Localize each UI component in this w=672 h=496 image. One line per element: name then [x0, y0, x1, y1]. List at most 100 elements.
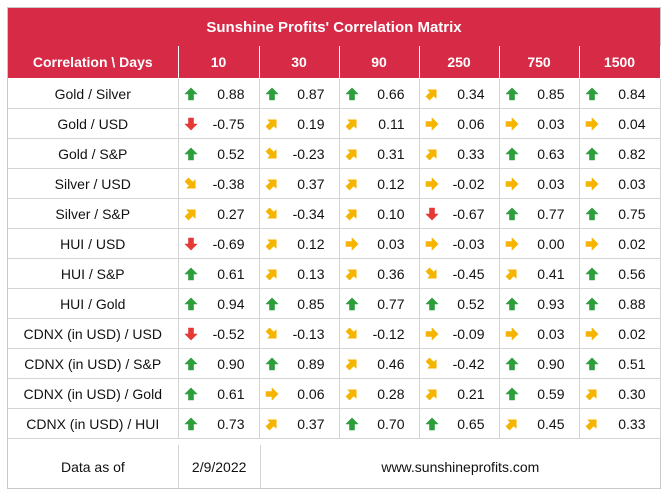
table-row: Gold / Silver 0.88 0.87 0.66 0.34 0.85 0.84	[8, 78, 661, 109]
arrow-right-icon	[584, 176, 600, 192]
correlation-cell: 0.37	[259, 168, 340, 199]
arrow-up-icon	[584, 146, 600, 162]
correlation-value: -0.03	[452, 235, 485, 252]
correlation-cell: 0.13	[259, 258, 340, 289]
correlation-cell: 0.06	[419, 108, 500, 139]
correlation-value: 0.30	[618, 385, 646, 402]
correlation-value: 0.33	[618, 415, 646, 432]
arrow-up-right-icon	[344, 356, 360, 372]
correlation-value: 0.31	[377, 145, 405, 162]
correlation-cell: 0.51	[579, 348, 661, 379]
table-row: CDNX (in USD) / USD -0.52 -0.13 -0.12 -0.09 0…	[8, 318, 661, 349]
row-label: HUI / USD	[8, 228, 179, 259]
correlation-cell: -0.67	[419, 198, 500, 229]
correlation-value: 0.34	[457, 85, 485, 102]
arrow-down-icon	[424, 206, 440, 222]
correlation-cell: 0.89	[259, 348, 340, 379]
table-row: HUI / Gold 0.94 0.85 0.77 0.52 0.93 0.88	[8, 288, 661, 319]
corner-header: Correlation \ Days	[8, 46, 179, 79]
correlation-cell: -0.42	[419, 348, 500, 379]
correlation-cell: 0.63	[499, 138, 580, 169]
arrow-up-icon	[584, 206, 600, 222]
correlation-cell: 0.19	[259, 108, 340, 139]
days-header-90: 90	[339, 46, 420, 79]
correlation-cell: 0.90	[499, 348, 580, 379]
arrow-up-right-icon	[424, 146, 440, 162]
correlation-value: 0.37	[297, 415, 325, 432]
arrow-up-icon	[183, 416, 199, 432]
website-text: www.sunshineprofits.com	[381, 458, 540, 475]
correlation-value: 0.03	[537, 325, 565, 342]
row-label: Gold / S&P	[8, 138, 179, 169]
correlation-cell: 0.10	[339, 198, 420, 229]
correlation-cell: 0.02	[579, 318, 661, 349]
correlation-value: -0.23	[292, 145, 325, 162]
correlation-value: 0.03	[377, 235, 405, 252]
correlation-value: 0.61	[217, 385, 245, 402]
arrow-up-right-icon	[344, 176, 360, 192]
arrow-up-icon	[183, 86, 199, 102]
correlation-value: 0.82	[618, 145, 646, 162]
arrow-up-icon	[504, 86, 520, 102]
correlation-cell: 0.85	[259, 288, 340, 319]
correlation-cell: -0.02	[419, 168, 500, 199]
arrow-up-icon	[344, 296, 360, 312]
correlation-value: 0.21	[457, 385, 485, 402]
correlation-value: 0.93	[537, 295, 565, 312]
arrow-up-icon	[424, 296, 440, 312]
table-row: Gold / USD -0.75 0.19 0.11 0.06 0.03 0.04	[8, 108, 661, 139]
correlation-cell: 0.37	[259, 408, 340, 439]
correlation-cell: 0.94	[178, 288, 260, 319]
correlation-value: 0.61	[217, 265, 245, 282]
arrow-up-icon	[183, 296, 199, 312]
correlation-value: 0.94	[217, 295, 245, 312]
correlation-value: 0.85	[297, 295, 325, 312]
arrow-up-right-icon	[264, 116, 280, 132]
days-header-1500: 1500	[579, 46, 661, 79]
correlation-cell: 0.77	[499, 198, 580, 229]
correlation-value: -0.38	[212, 175, 245, 192]
arrow-right-icon	[424, 236, 440, 252]
arrow-up-icon	[504, 296, 520, 312]
correlation-cell: -0.03	[419, 228, 500, 259]
correlation-cell: 0.59	[499, 378, 580, 409]
correlation-cell: 0.88	[178, 78, 260, 109]
correlation-cell: 0.03	[499, 108, 580, 139]
correlation-value: 0.45	[537, 415, 565, 432]
correlation-cell: 0.30	[579, 378, 661, 409]
correlation-cell: -0.12	[339, 318, 420, 349]
correlation-cell: 0.00	[499, 228, 580, 259]
correlation-cell: 0.46	[339, 348, 420, 379]
arrow-up-right-icon	[344, 386, 360, 402]
arrow-up-icon	[584, 86, 600, 102]
arrow-up-icon	[183, 146, 199, 162]
arrow-right-icon	[344, 236, 360, 252]
correlation-cell: 0.70	[339, 408, 420, 439]
table-footer: Data as of 2/9/2022 www.sunshineprofits.…	[8, 445, 660, 488]
correlation-cell: 0.66	[339, 78, 420, 109]
correlation-cell: -0.75	[178, 108, 260, 139]
correlation-value: 0.06	[297, 385, 325, 402]
correlation-value: 0.59	[537, 385, 565, 402]
arrow-up-right-icon	[264, 236, 280, 252]
correlation-value: 0.65	[457, 415, 485, 432]
correlation-cell: 0.04	[579, 108, 661, 139]
arrow-down-icon	[183, 236, 199, 252]
arrow-up-icon	[424, 416, 440, 432]
row-label: HUI / Gold	[8, 288, 179, 319]
correlation-value: 0.46	[377, 355, 405, 372]
correlation-value: 0.88	[618, 295, 646, 312]
correlation-cell: 0.75	[579, 198, 661, 229]
arrow-up-right-icon	[504, 416, 520, 432]
arrow-up-icon	[264, 356, 280, 372]
arrow-up-right-icon	[504, 266, 520, 282]
arrow-up-right-icon	[424, 86, 440, 102]
days-header-10: 10	[178, 46, 260, 79]
days-header-750: 750	[499, 46, 580, 79]
table-row: HUI / S&P 0.61 0.13 0.36 -0.45 0.41 0.56	[8, 258, 661, 289]
correlation-cell: 0.73	[178, 408, 260, 439]
table-header-row: Correlation \ Days 10 30 90 250 750 1500	[8, 46, 661, 79]
arrow-up-right-icon	[424, 386, 440, 402]
correlation-value: 0.89	[297, 355, 325, 372]
arrow-up-icon	[183, 386, 199, 402]
